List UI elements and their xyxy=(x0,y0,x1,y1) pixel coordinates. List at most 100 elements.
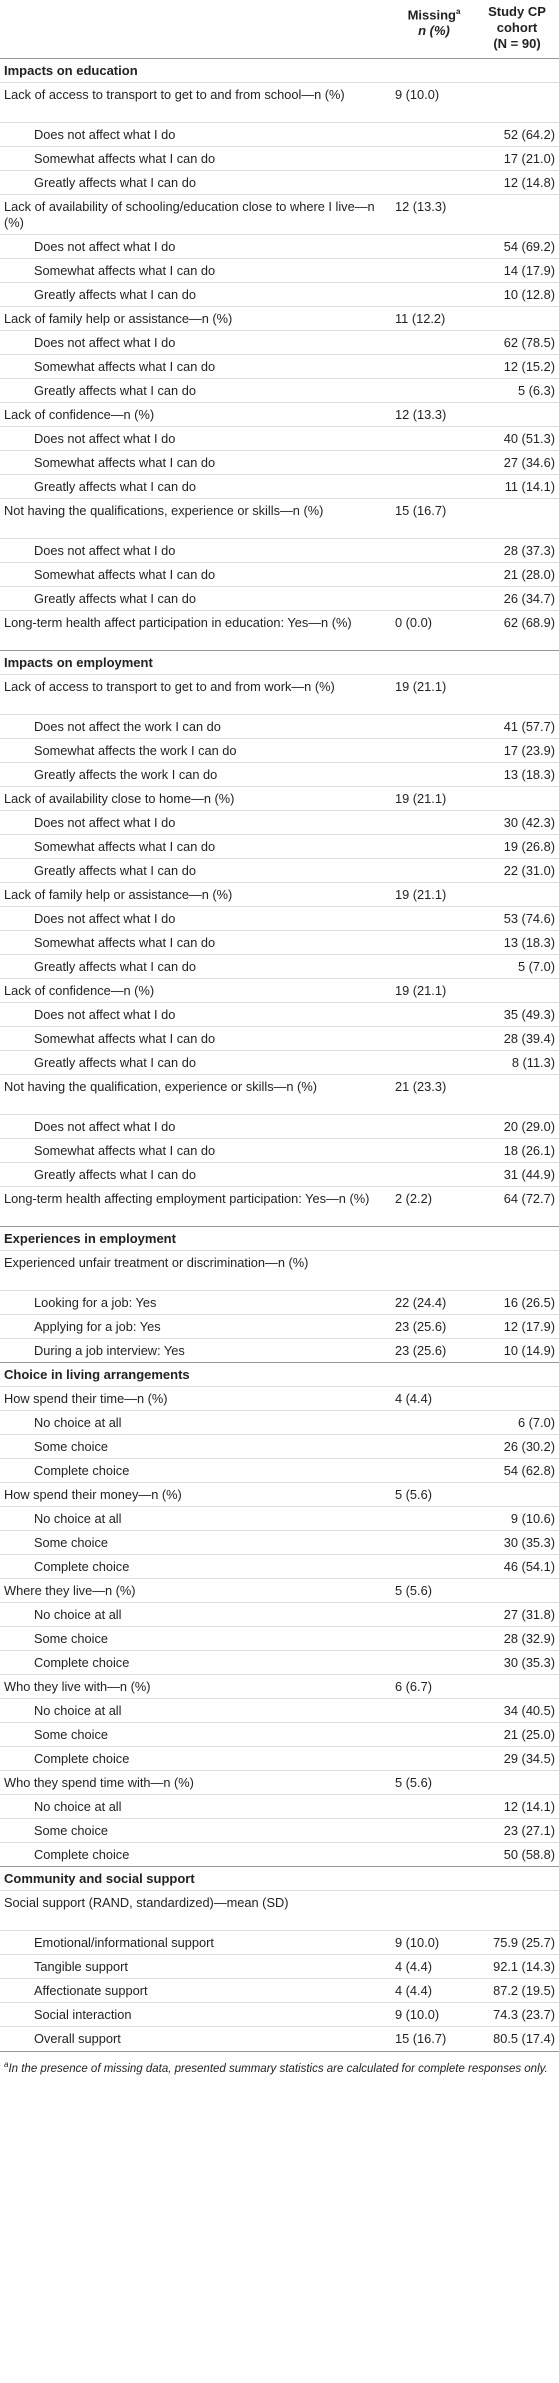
study-cell xyxy=(475,1578,559,1603)
answer-row: Does not affect what I do 20 (29.0) xyxy=(0,1114,559,1139)
row-label: Greatly affects what I can do xyxy=(0,954,393,979)
row-label: Complete choice xyxy=(0,1458,393,1483)
answer-row: Greatly affects what I can do 26 (34.7) xyxy=(0,586,559,611)
study-cell: 23 (27.1) xyxy=(475,1818,559,1843)
row-label: Experienced unfair treatment or discrimi… xyxy=(0,1250,393,1291)
row-label: Overall support xyxy=(0,2026,393,2051)
row-label: Greatly affects what I can do xyxy=(0,1162,393,1187)
study-cell xyxy=(475,1362,559,1387)
missing-cell: 12 (13.3) xyxy=(393,194,475,235)
missing-cell xyxy=(393,930,475,955)
missing-cell: 4 (4.4) xyxy=(393,1978,475,2003)
row-label: No choice at all xyxy=(0,1602,393,1627)
row-label: Applying for a job: Yes xyxy=(0,1314,393,1339)
study-cell: 62 (68.9) xyxy=(475,610,559,651)
study-cell: 26 (30.2) xyxy=(475,1434,559,1459)
row-label: Affectionate support xyxy=(0,1978,393,2003)
study-cell: 9 (10.6) xyxy=(475,1506,559,1531)
missing-cell xyxy=(393,1506,475,1531)
row-label: Somewhat affects what I can do xyxy=(0,258,393,283)
question-row: How spend their time—n (%) 4 (4.4) xyxy=(0,1386,559,1411)
missing-cell xyxy=(393,1434,475,1459)
missing-cell: 19 (21.1) xyxy=(393,786,475,811)
answer-row: During a job interview: Yes 23 (25.6) 10 (… xyxy=(0,1338,559,1363)
row-label: Lack of availability of schooling/educat… xyxy=(0,194,393,235)
row-label: Long-term health affect participation in… xyxy=(0,610,393,651)
missing-cell xyxy=(393,330,475,355)
missing-cell xyxy=(393,738,475,763)
row-label: Greatly affects what I can do xyxy=(0,474,393,499)
missing-cell xyxy=(393,1890,475,1931)
study-cell xyxy=(475,786,559,811)
question-row: Lack of confidence—n (%) 19 (21.1) xyxy=(0,978,559,1003)
row-label: Does not affect what I do xyxy=(0,426,393,451)
missing-cell xyxy=(393,1602,475,1627)
row-label: Social support (RAND, standardized)—mean… xyxy=(0,1890,393,1931)
study-cell: 20 (29.0) xyxy=(475,1114,559,1139)
missing-cell: 5 (5.6) xyxy=(393,1770,475,1795)
row-label: Somewhat affects the work I can do xyxy=(0,738,393,763)
row-label: How spend their time—n (%) xyxy=(0,1386,393,1411)
question-row: Long-term health affect participation in… xyxy=(0,610,559,651)
data-table: Missinga n (%) Study CP cohort (N = 90) … xyxy=(0,0,559,2051)
header-missing-title: Missing xyxy=(407,7,456,23)
missing-cell: 9 (10.0) xyxy=(393,82,475,123)
missing-cell xyxy=(393,1626,475,1651)
missing-cell: 0 (0.0) xyxy=(393,610,475,651)
missing-cell: 9 (10.0) xyxy=(393,2002,475,2027)
missing-cell: 19 (21.1) xyxy=(393,674,475,715)
study-cell: 10 (12.8) xyxy=(475,282,559,307)
header-study-title: Study CP xyxy=(488,4,546,19)
answer-row: Does not affect what I do 40 (51.3) xyxy=(0,426,559,451)
answer-row: Overall support 15 (16.7) 80.5 (17.4) xyxy=(0,2026,559,2051)
study-cell: 53 (74.6) xyxy=(475,906,559,931)
study-cell: 11 (14.1) xyxy=(475,474,559,499)
study-cell xyxy=(475,1770,559,1795)
missing-cell xyxy=(393,354,475,379)
missing-cell xyxy=(393,1458,475,1483)
missing-cell xyxy=(393,426,475,451)
answer-row: Tangible support 4 (4.4) 92.1 (14.3) xyxy=(0,1954,559,1979)
answer-row: No choice at all 34 (40.5) xyxy=(0,1698,559,1723)
row-label: Lack of access to transport to get to an… xyxy=(0,82,393,123)
study-cell xyxy=(475,1226,559,1251)
answer-row: Looking for a job: Yes 22 (24.4) 16 (26.5) xyxy=(0,1290,559,1315)
missing-cell xyxy=(393,1162,475,1187)
question-row: Experienced unfair treatment or discrimi… xyxy=(0,1250,559,1291)
row-label: Impacts on education xyxy=(0,58,393,83)
answer-row: Somewhat affects what I can do 13 (18.3) xyxy=(0,930,559,955)
study-cell: 87.2 (19.5) xyxy=(475,1978,559,2003)
missing-cell xyxy=(393,1746,475,1771)
missing-cell: 12 (13.3) xyxy=(393,402,475,427)
row-label: Somewhat affects what I can do xyxy=(0,1138,393,1163)
row-label: Greatly affects what I can do xyxy=(0,378,393,403)
answer-row: Does not affect the work I can do 41 (57.… xyxy=(0,714,559,739)
answer-row: Somewhat affects what I can do 14 (17.9) xyxy=(0,258,559,283)
answer-row: Somewhat affects what I can do 12 (15.2) xyxy=(0,354,559,379)
row-label: Not having the qualification, experience… xyxy=(0,1074,393,1115)
section-row: Impacts on education xyxy=(0,58,559,83)
missing-cell: 11 (12.2) xyxy=(393,306,475,331)
answer-row: Complete choice 54 (62.8) xyxy=(0,1458,559,1483)
study-cell xyxy=(475,498,559,539)
question-row: Lack of availability close to home—n (%)… xyxy=(0,786,559,811)
missing-cell: 23 (25.6) xyxy=(393,1314,475,1339)
answer-row: Does not affect what I do 53 (74.6) xyxy=(0,906,559,931)
study-cell xyxy=(475,1866,559,1891)
study-cell: 13 (18.3) xyxy=(475,930,559,955)
row-label: Social interaction xyxy=(0,2002,393,2027)
study-cell: 50 (58.8) xyxy=(475,1842,559,1867)
row-label: Not having the qualifications, experienc… xyxy=(0,498,393,539)
answer-row: Greatly affects what I can do 31 (44.9) xyxy=(0,1162,559,1187)
study-cell: 21 (28.0) xyxy=(475,562,559,587)
section-row: Community and social support xyxy=(0,1866,559,1891)
answer-row: Complete choice 50 (58.8) xyxy=(0,1842,559,1867)
question-row: Who they live with—n (%) 6 (6.7) xyxy=(0,1674,559,1699)
row-label: Does not affect what I do xyxy=(0,1002,393,1027)
missing-cell xyxy=(393,650,475,675)
row-label: Long-term health affecting employment pa… xyxy=(0,1186,393,1227)
row-label: Complete choice xyxy=(0,1746,393,1771)
study-cell: 52 (64.2) xyxy=(475,122,559,147)
study-cell: 12 (15.2) xyxy=(475,354,559,379)
table-footnote: aIn the presence of missing data, presen… xyxy=(0,2050,559,2076)
